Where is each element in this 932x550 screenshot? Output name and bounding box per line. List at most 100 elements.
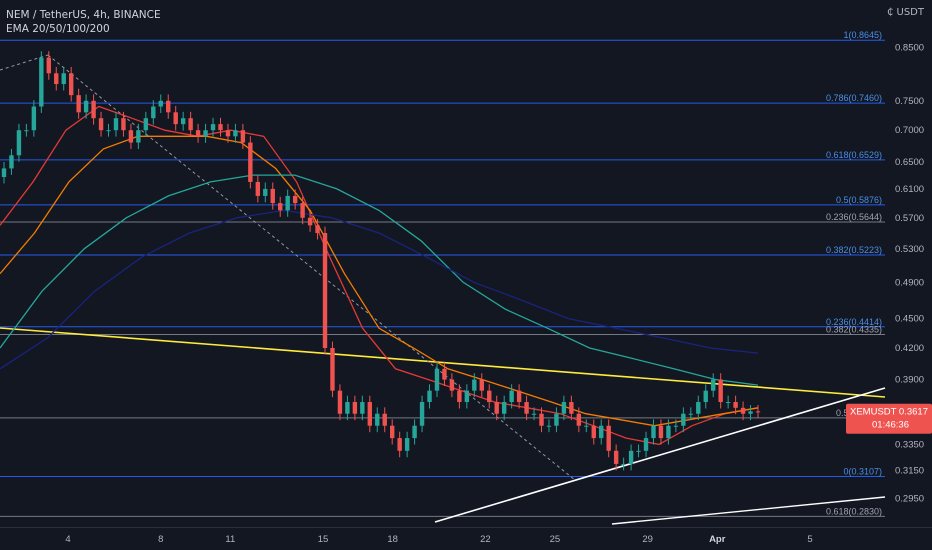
candle-body: [54, 73, 59, 85]
y-tick-label: 0.3350: [895, 439, 924, 450]
candle-body: [748, 411, 753, 414]
chart-title: NEM / TetherUS, 4h, BINANCE: [6, 9, 161, 21]
candle-body: [636, 450, 641, 452]
candle-body: [46, 57, 51, 74]
y-tick-label: 0.2950: [895, 494, 924, 505]
candle-body: [31, 106, 37, 131]
candle-body: [554, 413, 559, 426]
candle-body: [225, 130, 231, 137]
y-tick-label: 0.8500: [895, 42, 924, 53]
fib-label: 0.786(0.7460): [826, 93, 882, 103]
candle-body: [39, 57, 44, 107]
x-tick-label: 29: [642, 534, 653, 545]
candle-body: [725, 402, 731, 404]
candle-body: [270, 188, 275, 204]
candle-body: [576, 413, 582, 426]
fib-label: 0.618(0.6529): [826, 150, 882, 160]
support-trendline: [434, 387, 886, 523]
candle-body: [666, 425, 671, 439]
candle-body: [599, 425, 604, 439]
resistance-trendline: [0, 327, 886, 398]
candle-body: [389, 425, 395, 439]
candle-body: [173, 112, 178, 125]
candle-body: [494, 402, 499, 414]
candle-body: [755, 411, 761, 413]
candle-body: [240, 130, 246, 143]
candle-body: [61, 73, 66, 85]
candle-body: [300, 203, 305, 218]
y-tick-label: 0.7000: [895, 125, 924, 136]
candle-body: [733, 402, 738, 408]
fib-label: 0.382(0.5223): [826, 245, 882, 255]
price-tag-box: [846, 403, 932, 434]
currency-label[interactable]: ₵ USDT: [886, 7, 924, 18]
candle-body: [434, 368, 440, 391]
y-tick-label: 0.4900: [895, 277, 924, 288]
candle-body: [307, 217, 313, 226]
candle-body: [330, 347, 335, 391]
candle-body: [68, 73, 74, 96]
candle-body: [210, 124, 216, 131]
axis-layer: 0.8500 0.7500 0.7000 0.6500 0.6100 0.5700 0.53…: [0, 42, 932, 545]
chart-legend: NEM / TetherUS, 4h, BINANCE EMA 20/50/10…: [6, 8, 161, 36]
ema-line: [0, 174, 759, 386]
candle-body: [628, 450, 634, 464]
y-tick-label: 0.5300: [895, 244, 924, 255]
candle-body: [688, 413, 694, 415]
indicator-label[interactable]: EMA 20/50/100/200: [6, 23, 110, 35]
candle-body: [233, 130, 238, 137]
candle-body: [382, 413, 387, 426]
fib-retracement-layer: 1(0.8645) 0.786(0.7460) 0.618(0.6529) 0.5(0…: [0, 30, 885, 517]
fib-label: 0.5(0.5876): [836, 195, 882, 205]
candle-body: [531, 413, 537, 415]
x-tick-label: 15: [318, 534, 329, 545]
y-tick-label: 0.5700: [895, 213, 924, 224]
candle-body: [24, 130, 29, 132]
y-tick-label: 0.6500: [895, 157, 924, 168]
fib-label: 1(0.8645): [843, 30, 882, 40]
candle-body: [643, 438, 649, 451]
candle-body: [98, 118, 104, 131]
candle-body: [352, 402, 358, 414]
candle-body: [449, 379, 455, 391]
x-tick-label: 18: [387, 534, 398, 545]
candle-body: [106, 130, 111, 132]
candle-body: [128, 130, 134, 143]
candle-body: [16, 130, 22, 156]
candle-body: [427, 390, 432, 403]
x-tick-label: 11: [225, 534, 235, 545]
price-tag-symbol: XEMUSDT 0.3617: [850, 407, 928, 418]
fib-label: 0(0.3107): [843, 467, 882, 477]
candle-body: [76, 95, 81, 113]
candle-body: [292, 195, 298, 204]
candle-body: [188, 118, 193, 131]
candle-body: [404, 438, 410, 451]
candle-body: [113, 118, 119, 131]
y-tick-label: 0.4200: [895, 343, 924, 354]
fib-label: 0.382(0.4335): [826, 325, 882, 335]
candle-body: [539, 413, 544, 426]
candle-body: [375, 413, 380, 426]
candle-body: [524, 402, 529, 414]
candle-body: [322, 233, 328, 348]
candle-body: [479, 379, 484, 391]
candle-body: [703, 390, 708, 403]
x-tick-label: 22: [480, 534, 491, 545]
candle-body: [367, 402, 373, 426]
candle-body: [1, 168, 7, 178]
ema-line: [0, 105, 759, 446]
candle-body: [546, 425, 552, 427]
candle-body: [487, 390, 492, 403]
candle-body: [711, 379, 716, 391]
candle-body: [673, 425, 679, 427]
candle-body: [561, 402, 567, 414]
candle-body: [91, 100, 96, 119]
fib-label: 0.618(0.2830): [826, 506, 882, 516]
candle-body: [203, 130, 208, 137]
x-tick-label: 4: [65, 534, 70, 545]
candle-body: [472, 379, 477, 391]
candle-body: [613, 450, 619, 464]
candle-body: [180, 118, 186, 125]
y-tick-label: 0.3900: [895, 375, 924, 386]
